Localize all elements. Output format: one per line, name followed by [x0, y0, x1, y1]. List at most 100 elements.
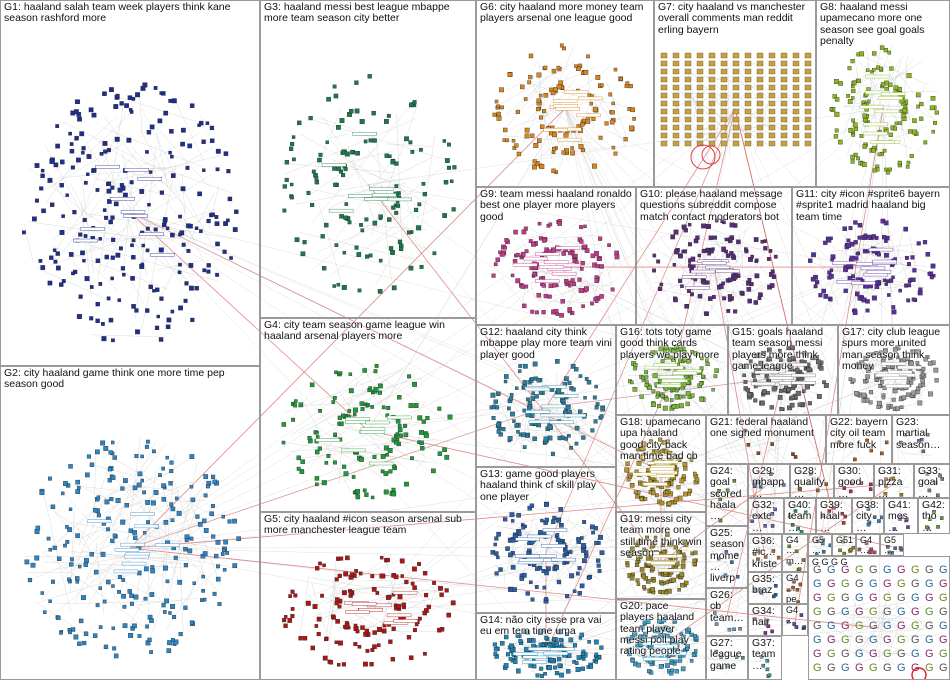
node [109, 87, 114, 93]
group-g3-label: G3: haaland messi best league mbappe mor… [264, 1, 450, 25]
inter-group-edge [367, 407, 547, 431]
cluster-glyph: G [841, 578, 850, 590]
node [799, 530, 804, 533]
node [758, 292, 763, 297]
cluster-glyph: G [939, 564, 948, 576]
node [68, 507, 73, 511]
node [536, 72, 542, 78]
node-label-tag [656, 383, 682, 388]
node [395, 418, 401, 424]
node [916, 104, 920, 109]
node-label-tag [754, 370, 780, 374]
node [164, 598, 169, 604]
node-label-tag [863, 131, 888, 136]
node [687, 242, 692, 247]
node [122, 272, 126, 277]
node [540, 518, 544, 523]
node [720, 76, 728, 83]
node [627, 651, 632, 657]
node [336, 125, 341, 130]
node [694, 477, 700, 482]
node [372, 630, 377, 635]
node [843, 266, 849, 272]
node [100, 322, 105, 326]
node [823, 383, 829, 388]
node [443, 180, 449, 185]
node [678, 658, 683, 663]
node [744, 68, 752, 75]
intra-edge [420, 135, 436, 233]
intra-edge [529, 394, 591, 443]
group-g23: G23: martial season… [892, 415, 950, 464]
node [510, 411, 515, 417]
node [120, 519, 126, 525]
node [677, 588, 681, 592]
cluster-glyph: G [939, 578, 948, 590]
node [764, 622, 769, 627]
node [594, 384, 598, 389]
node [119, 101, 124, 106]
node [523, 97, 528, 101]
node [308, 116, 313, 121]
group-g7: G7: city haaland vs manchester overall c… [654, 0, 816, 187]
node [104, 215, 109, 220]
intra-edge [792, 613, 799, 631]
node [903, 226, 909, 232]
node [155, 287, 160, 292]
node-label-tag [73, 238, 98, 243]
node [180, 186, 186, 192]
node [536, 292, 542, 298]
cluster-g20-nodes [625, 617, 700, 676]
node [753, 398, 758, 403]
node [744, 76, 752, 83]
node [874, 351, 879, 355]
node [660, 84, 668, 91]
node [111, 584, 115, 588]
intra-edge [70, 509, 75, 593]
intra-edge [679, 225, 692, 296]
node [653, 350, 658, 355]
intra-edge [853, 648, 923, 657]
node [931, 129, 935, 134]
cluster-glyph: G [827, 592, 836, 604]
node [543, 65, 548, 70]
node [843, 514, 847, 519]
node [744, 247, 748, 252]
node [347, 409, 352, 413]
node [226, 218, 230, 223]
node [866, 522, 871, 527]
node [170, 232, 175, 238]
node [189, 536, 194, 541]
node [173, 555, 178, 560]
node [744, 108, 752, 115]
node-label-tag [553, 104, 578, 108]
cluster-glyph: G [855, 634, 864, 646]
node [536, 378, 541, 383]
node [920, 372, 925, 377]
node [557, 435, 562, 441]
node [350, 149, 355, 155]
node [122, 604, 127, 609]
node [574, 367, 579, 372]
node-label-tag [535, 279, 560, 283]
node [514, 656, 518, 660]
node [681, 474, 686, 479]
node-label-tag [515, 537, 540, 541]
node [759, 590, 764, 595]
node [765, 667, 770, 672]
node [868, 487, 873, 491]
node [845, 242, 851, 248]
node [733, 309, 738, 314]
node [522, 408, 527, 413]
node [630, 546, 635, 551]
node [336, 282, 341, 287]
intra-edge [843, 602, 870, 609]
node [334, 597, 340, 602]
node [658, 626, 663, 631]
node [178, 214, 182, 219]
intra-edge [311, 582, 327, 633]
group-g32-label: G32: exte… [752, 499, 775, 534]
node [538, 630, 543, 634]
node [379, 573, 385, 579]
